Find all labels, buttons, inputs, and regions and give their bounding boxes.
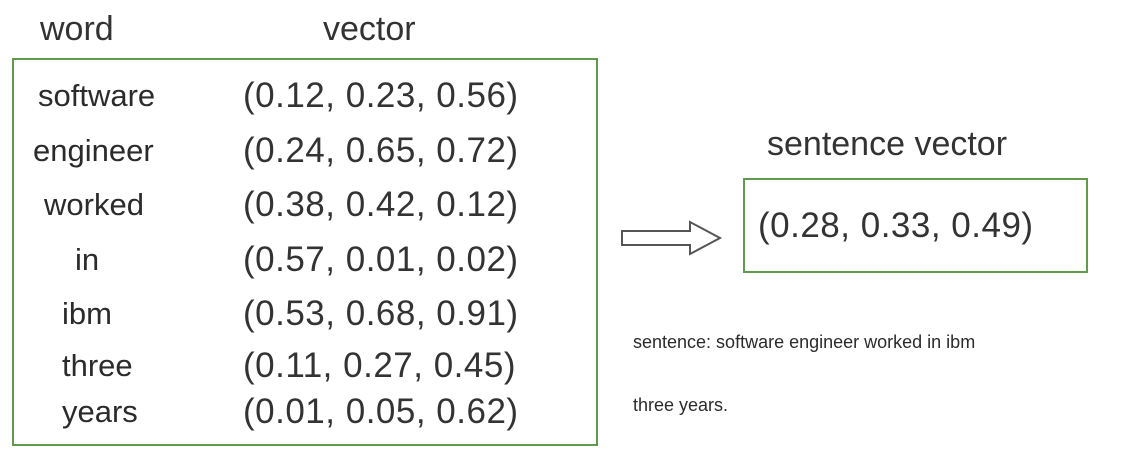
word: software xyxy=(38,78,156,113)
vector: (0.53, 0.68, 0.91) xyxy=(243,294,519,333)
sentence-vector-title: sentence vector xyxy=(767,125,1008,163)
word: three xyxy=(62,348,133,383)
word: in xyxy=(75,242,100,277)
sentence-text: sentence: software engineer worked in ib… xyxy=(633,332,976,352)
sentence-vector-box xyxy=(743,178,1088,273)
word: engineer xyxy=(33,133,154,168)
column-header: vector xyxy=(323,10,416,48)
arrow-shape xyxy=(621,220,723,256)
vector: (0.24, 0.65, 0.72) xyxy=(243,131,519,170)
vector: (0.01, 0.05, 0.62) xyxy=(243,392,519,431)
sentence-vector-value: (0.28, 0.33, 0.49) xyxy=(758,206,1034,245)
word: worked xyxy=(44,187,144,222)
vector: (0.38, 0.42, 0.12) xyxy=(243,185,519,224)
word: ibm xyxy=(62,296,112,331)
column-header: word xyxy=(40,10,114,48)
sentence-text: three years. xyxy=(633,395,729,415)
vector: (0.57, 0.01, 0.02) xyxy=(243,240,519,279)
vector: (0.11, 0.27, 0.45) xyxy=(243,346,516,385)
table-box xyxy=(12,58,598,446)
word: years xyxy=(62,394,138,429)
vector: (0.12, 0.23, 0.56) xyxy=(243,76,519,115)
arrow xyxy=(621,220,723,256)
